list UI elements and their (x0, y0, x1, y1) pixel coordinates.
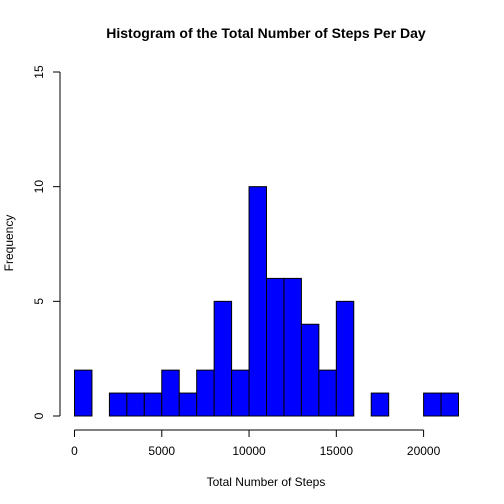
y-tick-label: 0 (32, 412, 46, 419)
histogram-bar (300, 323, 320, 417)
histogram-bar (335, 300, 355, 417)
x-tick-label: 0 (71, 444, 78, 458)
histogram-bar (213, 300, 233, 417)
y-tick-label: 5 (32, 298, 46, 305)
histogram-bar (248, 186, 268, 417)
histogram-bar (74, 369, 93, 417)
histogram-bar (143, 392, 163, 417)
histogram-bar (196, 369, 215, 417)
histogram-bar (161, 369, 180, 417)
histogram-bar (318, 369, 337, 417)
x-tick-label: 5000 (148, 444, 175, 458)
histogram-bar (231, 369, 250, 417)
y-axis-label: Frequency (2, 215, 16, 272)
histogram-bar (108, 392, 128, 417)
y-tick-label: 15 (32, 65, 46, 79)
histogram-bar (178, 392, 198, 417)
bars-group (74, 186, 459, 417)
x-tick-label: 15000 (320, 444, 354, 458)
x-tick-label: 20000 (407, 444, 441, 458)
x-axis: 0 5000 10000 15000 20000 (71, 429, 441, 458)
y-axis: 0 5 10 15 (32, 65, 61, 419)
chart-title: Histogram of the Total Number of Steps P… (106, 25, 426, 41)
histogram-bar (126, 392, 145, 417)
y-tick-label: 10 (32, 180, 46, 194)
x-axis-label: Total Number of Steps (207, 475, 326, 489)
histogram-bar (423, 392, 442, 417)
histogram-bar (283, 277, 302, 417)
histogram-bar (370, 392, 390, 417)
x-tick-label: 10000 (232, 444, 266, 458)
histogram-bar (440, 392, 459, 417)
histogram-bar (266, 277, 285, 417)
